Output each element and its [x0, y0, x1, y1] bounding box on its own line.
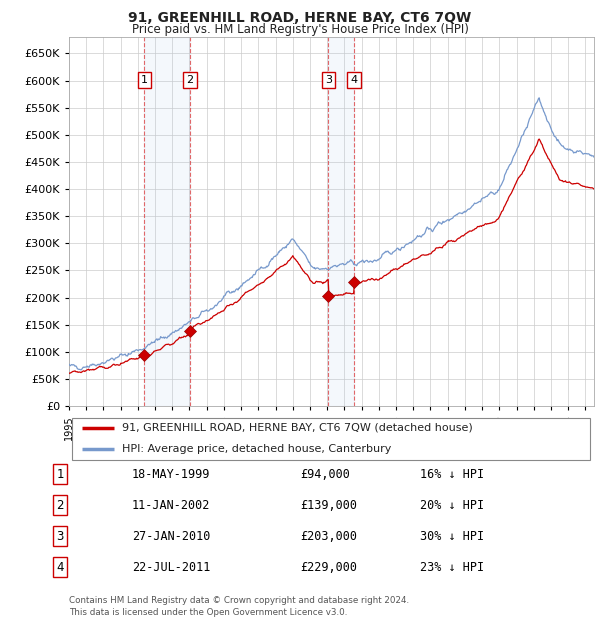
Text: 23% ↓ HPI: 23% ↓ HPI [420, 561, 484, 574]
Text: 4: 4 [350, 74, 358, 84]
Text: 11-JAN-2002: 11-JAN-2002 [132, 499, 211, 511]
Text: 3: 3 [56, 530, 64, 542]
Text: £229,000: £229,000 [300, 561, 357, 574]
Text: 3: 3 [325, 74, 332, 84]
Bar [328, 37, 354, 406]
Text: Price paid vs. HM Land Registry's House Price Index (HPI): Price paid vs. HM Land Registry's House … [131, 23, 469, 36]
Text: 16% ↓ HPI: 16% ↓ HPI [420, 468, 484, 481]
Text: 18-MAY-1999: 18-MAY-1999 [132, 468, 211, 481]
Text: 27-JAN-2010: 27-JAN-2010 [132, 530, 211, 542]
Text: Contains HM Land Registry data © Crown copyright and database right 2024.
This d: Contains HM Land Registry data © Crown c… [69, 596, 409, 617]
Text: 4: 4 [56, 561, 64, 574]
Text: HPI: Average price, detached house, Canterbury: HPI: Average price, detached house, Cant… [121, 445, 391, 454]
Text: 22-JUL-2011: 22-JUL-2011 [132, 561, 211, 574]
Text: 20% ↓ HPI: 20% ↓ HPI [420, 499, 484, 511]
Text: 30% ↓ HPI: 30% ↓ HPI [420, 530, 484, 542]
Text: 1: 1 [141, 74, 148, 84]
Bar [145, 37, 190, 406]
Text: £94,000: £94,000 [300, 468, 350, 481]
Text: 1: 1 [56, 468, 64, 481]
Text: £203,000: £203,000 [300, 530, 357, 542]
FancyBboxPatch shape [71, 418, 590, 459]
Text: 2: 2 [56, 499, 64, 511]
Text: £139,000: £139,000 [300, 499, 357, 511]
Text: 91, GREENHILL ROAD, HERNE BAY, CT6 7QW (detached house): 91, GREENHILL ROAD, HERNE BAY, CT6 7QW (… [121, 423, 472, 433]
Text: 2: 2 [187, 74, 194, 84]
Text: 91, GREENHILL ROAD, HERNE BAY, CT6 7QW: 91, GREENHILL ROAD, HERNE BAY, CT6 7QW [128, 11, 472, 25]
